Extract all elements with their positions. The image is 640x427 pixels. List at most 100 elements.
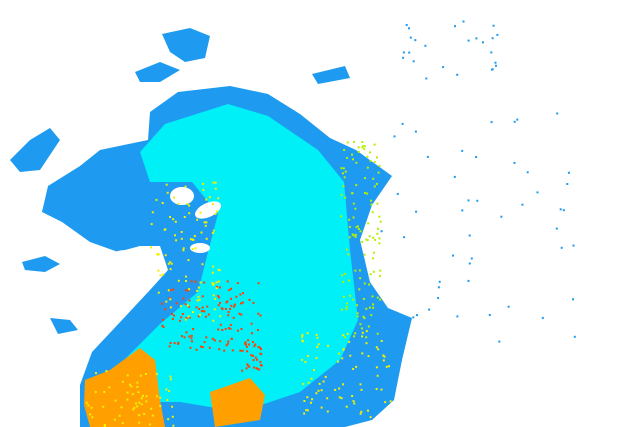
- intense-echo-speckle: [185, 331, 188, 334]
- edge-echo-speckle: [362, 145, 365, 148]
- edge-echo-speckle: [355, 365, 358, 368]
- edge-echo-speckle: [212, 265, 215, 268]
- edge-echo-speckle: [306, 409, 309, 412]
- edge-echo-speckle: [382, 354, 385, 357]
- edge-echo-speckle: [360, 388, 363, 391]
- edge-echo-speckle: [344, 272, 347, 275]
- edge-echo-speckle: [367, 325, 370, 328]
- edge-echo-speckle: [362, 315, 365, 318]
- edge-echo-speckle: [103, 423, 106, 426]
- light-echo-speckle: [428, 308, 431, 311]
- light-echo-speckle: [408, 27, 410, 30]
- edge-echo-speckle: [359, 383, 362, 386]
- light-echo-speckle: [500, 215, 503, 218]
- edge-echo-speckle: [95, 372, 97, 375]
- intense-echo-speckle: [259, 314, 262, 317]
- edge-echo-speckle: [212, 319, 215, 322]
- intense-echo-speckle: [257, 329, 259, 331]
- edge-echo-speckle: [191, 248, 194, 251]
- edge-echo-speckle: [313, 369, 315, 372]
- edge-echo-speckle: [174, 234, 176, 237]
- edge-echo-speckle: [341, 308, 343, 311]
- intense-echo-speckle: [252, 354, 254, 357]
- edge-echo-speckle: [196, 289, 199, 292]
- edge-echo-speckle: [363, 145, 366, 148]
- intense-echo-speckle: [169, 342, 172, 344]
- light-echo-speckle: [438, 280, 441, 283]
- edge-echo-speckle: [340, 397, 343, 400]
- light-echo-speckle: [408, 51, 411, 54]
- intense-echo-speckle: [201, 306, 204, 309]
- edge-echo-speckle: [205, 198, 208, 201]
- edge-echo-speckle: [136, 381, 139, 384]
- edge-echo-speckle: [159, 274, 162, 277]
- edge-echo-speckle: [214, 212, 217, 215]
- edge-echo-speckle: [151, 211, 154, 214]
- edge-echo-speckle: [365, 330, 368, 333]
- edge-echo-speckle: [383, 355, 386, 358]
- intense-echo-speckle: [256, 367, 259, 370]
- edge-echo-speckle: [180, 237, 183, 240]
- intense-echo-speckle: [219, 323, 222, 326]
- moderate-echo-region: [112, 104, 358, 412]
- edge-echo-speckle: [342, 348, 345, 350]
- edge-echo-speckle: [361, 240, 364, 243]
- edge-echo-speckle: [359, 412, 362, 415]
- edge-echo-speckle: [161, 202, 164, 204]
- edge-echo-speckle: [379, 220, 382, 223]
- intense-echo-speckle: [227, 340, 230, 343]
- edge-echo-speckle: [369, 159, 372, 162]
- edge-echo-speckle: [121, 380, 124, 383]
- edge-echo-speckle: [126, 391, 129, 394]
- intense-echo-speckle: [229, 323, 232, 326]
- edge-echo-speckle: [371, 211, 374, 214]
- edge-echo-speckle: [211, 282, 214, 285]
- edge-echo-speckle: [211, 203, 214, 206]
- edge-echo-speckle: [113, 418, 116, 421]
- intense-echo-speckle: [162, 318, 165, 321]
- edge-echo-speckle: [194, 247, 197, 250]
- edge-echo-speckle: [389, 400, 392, 403]
- intense-echo-speckle: [200, 310, 203, 313]
- edge-echo-speckle: [382, 359, 385, 362]
- edge-echo-speckle: [375, 182, 378, 185]
- light-echo-speckle: [573, 335, 576, 338]
- edge-echo-speckle: [376, 156, 378, 159]
- edge-echo-speckle: [317, 343, 320, 346]
- edge-echo-speckle: [348, 218, 351, 221]
- light-echo-speckle: [454, 25, 456, 28]
- edge-echo-speckle: [374, 238, 377, 241]
- light-echo-speckle: [496, 33, 499, 36]
- edge-echo-speckle: [356, 312, 359, 315]
- edge-echo-speckle: [363, 282, 366, 285]
- intense-echo-speckle: [182, 297, 185, 300]
- edge-echo-speckle: [202, 182, 204, 185]
- light-echo-speckle: [385, 311, 388, 314]
- edge-echo-speckle: [372, 177, 375, 180]
- edge-echo-speckle: [162, 273, 165, 276]
- intense-echo-speckle: [247, 339, 250, 342]
- edge-echo-speckle: [159, 396, 162, 399]
- edge-echo-speckle: [369, 416, 372, 419]
- intense-echo-speckle: [260, 348, 262, 351]
- edge-echo-speckle: [211, 232, 214, 234]
- edge-echo-speckle: [218, 269, 221, 272]
- light-echo-speckle: [492, 24, 495, 27]
- edge-echo-speckle: [166, 191, 169, 194]
- edge-echo-speckle: [346, 157, 349, 159]
- edge-echo-speckle: [379, 298, 382, 301]
- edge-echo-speckle: [351, 233, 354, 236]
- intense-echo-speckle: [188, 316, 191, 319]
- intense-echo-speckle: [192, 328, 195, 330]
- edge-echo-speckle: [342, 280, 345, 283]
- edge-echo-speckle: [212, 229, 215, 232]
- intense-echo-speckle: [229, 308, 232, 310]
- edge-echo-speckle: [376, 232, 379, 235]
- edge-echo-speckle: [352, 216, 355, 219]
- edge-echo-speckle: [334, 388, 337, 391]
- edge-echo-speckle: [186, 304, 189, 307]
- edge-echo-speckle: [366, 192, 369, 195]
- edge-echo-speckle: [177, 202, 180, 205]
- edge-echo-speckle: [376, 332, 379, 335]
- intense-echo-speckle: [245, 367, 248, 370]
